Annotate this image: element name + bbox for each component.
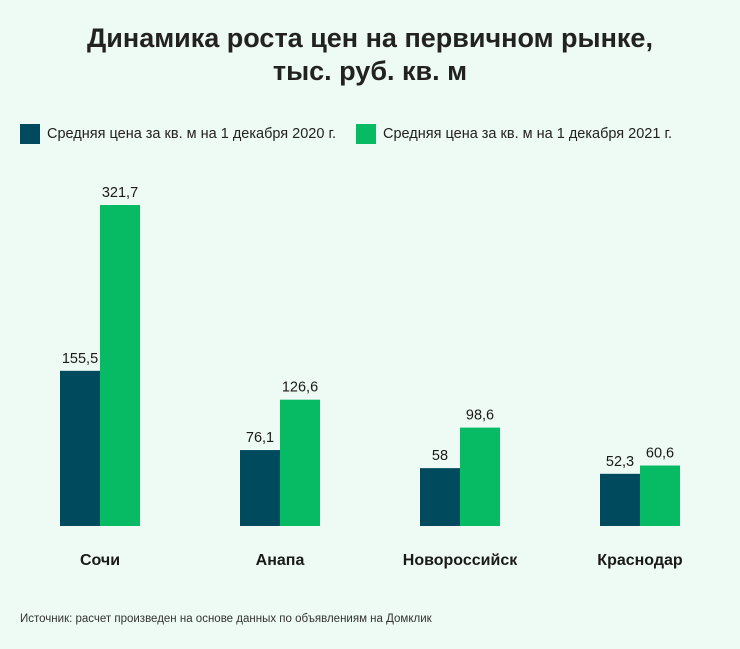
data-label-2021-0: 321,7 xyxy=(102,185,138,201)
bar-2021-3 xyxy=(640,465,680,526)
bar-2020-0 xyxy=(60,370,100,526)
legend-item-2020: Средняя цена за кв. м на 1 декабря 2020 … xyxy=(20,124,336,144)
bar-2021-2 xyxy=(460,427,500,526)
bar-2020-3 xyxy=(600,473,640,526)
category-label-1: Анапа xyxy=(256,552,305,569)
legend-label-2020: Средняя цена за кв. м на 1 декабря 2020 … xyxy=(47,126,336,142)
data-label-2021-1: 126,6 xyxy=(282,380,318,396)
data-label-2020-2: 58 xyxy=(432,448,448,464)
legend-swatch-2021 xyxy=(356,124,376,144)
legend-label-2021: Средняя цена за кв. м на 1 декабря 2021 … xyxy=(383,126,672,142)
bar-2020-1 xyxy=(240,450,280,526)
bar-chart: 155,5 321,7 Сочи 76,1 126,6 Анапа 58 98,6 Новоро… xyxy=(60,185,683,569)
source-note: Источник: расчет произведен на основе да… xyxy=(20,613,432,625)
legend-swatch-2020 xyxy=(20,124,40,144)
legend-item-2021: Средняя цена за кв. м на 1 декабря 2021 … xyxy=(356,124,672,144)
chart-title: Динамика роста цен на первичном рынке, т… xyxy=(0,22,740,88)
data-label-2021-2: 98,6 xyxy=(466,408,494,424)
category-label-2: Новороссийск xyxy=(403,552,518,569)
data-label-2020-3: 52,3 xyxy=(606,454,634,470)
legend: Средняя цена за кв. м на 1 декабря 2020 … xyxy=(20,123,692,145)
category-label-3: Краснодар xyxy=(597,552,683,569)
chart-title-line-1: Динамика роста цен на первичном рынке, xyxy=(87,23,653,53)
chart-title-line-2: тыс. руб. кв. м xyxy=(272,56,468,86)
bar-2021-1 xyxy=(280,399,320,526)
data-label-2020-1: 76,1 xyxy=(246,430,274,446)
bar-2020-2 xyxy=(420,468,460,526)
category-label-0: Сочи xyxy=(80,552,120,569)
bar-2021-0 xyxy=(100,205,140,526)
data-label-2020-0: 155,5 xyxy=(62,351,98,367)
data-label-2021-3: 60,6 xyxy=(646,446,674,462)
